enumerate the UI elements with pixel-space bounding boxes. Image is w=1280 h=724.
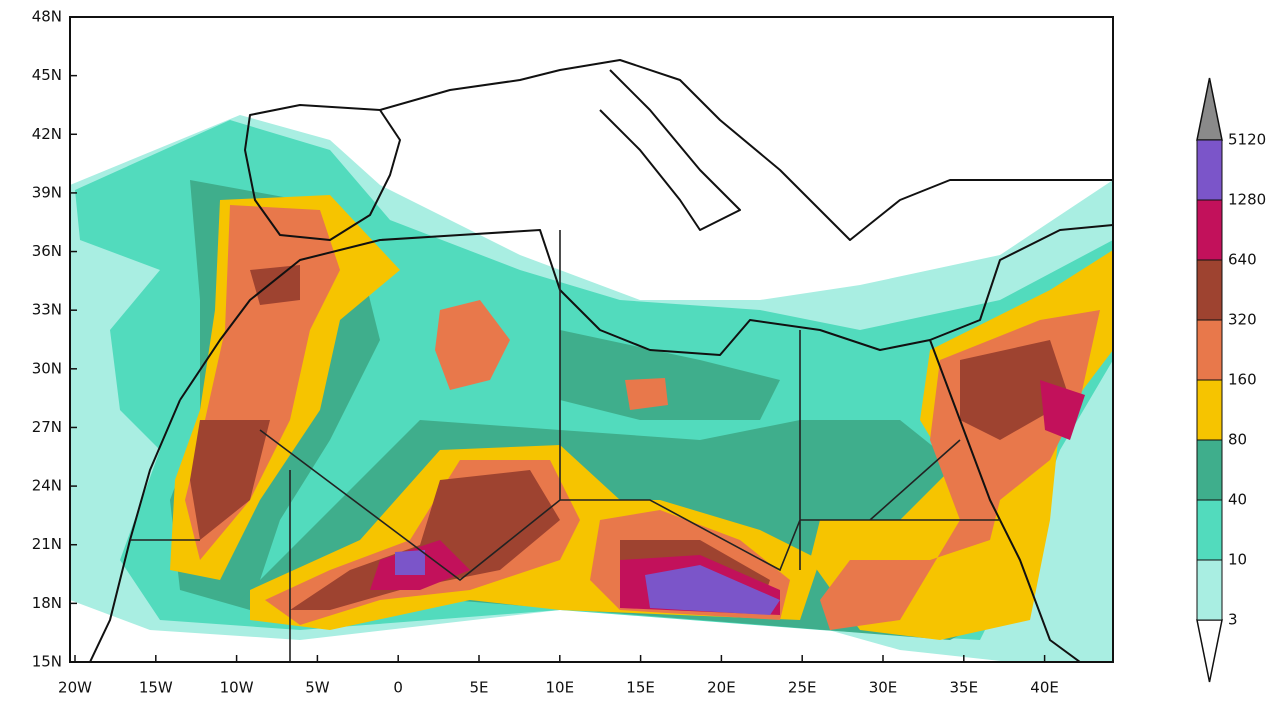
x-tick-label: 5W bbox=[305, 679, 330, 697]
field bbox=[70, 59, 1113, 662]
axes: 15N 18N 21N 24N 27N 30N 33N 36N 39N 42N 45N 48N 20W 1… bbox=[32, 8, 1059, 697]
y-tick-label: 48N bbox=[32, 8, 62, 26]
y-tick-label: 36N bbox=[32, 242, 62, 260]
y-tick-label: 39N bbox=[32, 183, 62, 201]
y-tick-label: 30N bbox=[32, 359, 62, 377]
y-tick-label: 45N bbox=[32, 66, 62, 84]
colorbar: 3 10 40 80 160 320 640 1280 5120 bbox=[1196, 77, 1266, 683]
field-band bbox=[625, 378, 668, 410]
colorbar-label: 80 bbox=[1228, 431, 1247, 449]
colorbar-label: 640 bbox=[1228, 251, 1257, 269]
field-band bbox=[560, 330, 780, 420]
border bbox=[130, 230, 1000, 662]
field-band bbox=[435, 300, 510, 390]
x-tick-label: 0 bbox=[393, 679, 403, 697]
colorbar-label: 3 bbox=[1228, 611, 1238, 629]
x-tick-label: 15E bbox=[626, 679, 655, 697]
x-tick-label: 30E bbox=[869, 679, 898, 697]
coastline bbox=[179, 224, 1113, 401]
x-tick-label: 10E bbox=[546, 679, 575, 697]
x-tick-label: 20E bbox=[707, 679, 736, 697]
x-tick-label: 10W bbox=[220, 679, 254, 697]
colorbar-segment bbox=[1196, 379, 1223, 441]
y-tick-label: 15N bbox=[32, 653, 62, 671]
colorbar-segment bbox=[1196, 139, 1223, 201]
coastline bbox=[599, 69, 741, 231]
field-band bbox=[250, 265, 300, 305]
colorbar-label: 320 bbox=[1228, 311, 1257, 329]
y-tick-label: 33N bbox=[32, 301, 62, 319]
map-frame bbox=[69, 16, 1114, 663]
colorbar-segment bbox=[1196, 439, 1223, 501]
y-tick-label: 27N bbox=[32, 418, 62, 436]
colorbar-segment bbox=[1196, 319, 1223, 381]
field-band bbox=[1040, 380, 1085, 440]
coastline bbox=[379, 59, 1113, 241]
field-band bbox=[960, 340, 1070, 440]
x-tick-label: 35E bbox=[950, 679, 979, 697]
colorbar-label: 160 bbox=[1228, 371, 1257, 389]
y-tick-label: 42N bbox=[32, 125, 62, 143]
colorbar-label: 1280 bbox=[1228, 191, 1266, 209]
colorbar-segment bbox=[1196, 499, 1223, 561]
x-tick-label: 25E bbox=[788, 679, 817, 697]
field-band bbox=[190, 420, 270, 540]
coastline bbox=[244, 104, 401, 241]
colorbar-label: 40 bbox=[1228, 491, 1247, 509]
colorbar-label: 5120 bbox=[1228, 131, 1266, 149]
y-tick-label: 18N bbox=[32, 594, 62, 612]
colorbar-segment bbox=[1196, 199, 1223, 261]
colorbar-segment bbox=[1196, 559, 1223, 621]
field-band bbox=[645, 565, 780, 615]
colorbar-segment bbox=[1196, 259, 1223, 321]
coastline bbox=[929, 339, 1081, 662]
x-tick-label: 5E bbox=[469, 679, 488, 697]
field-band bbox=[395, 550, 425, 575]
y-tick-label: 24N bbox=[32, 477, 62, 495]
x-tick-label: 20W bbox=[58, 679, 92, 697]
y-tick-label: 21N bbox=[32, 535, 62, 553]
field-band bbox=[290, 470, 560, 610]
colorbar-label: 10 bbox=[1228, 551, 1247, 569]
x-tick-label: 15W bbox=[139, 679, 173, 697]
x-tick-label: 40E bbox=[1030, 679, 1059, 697]
